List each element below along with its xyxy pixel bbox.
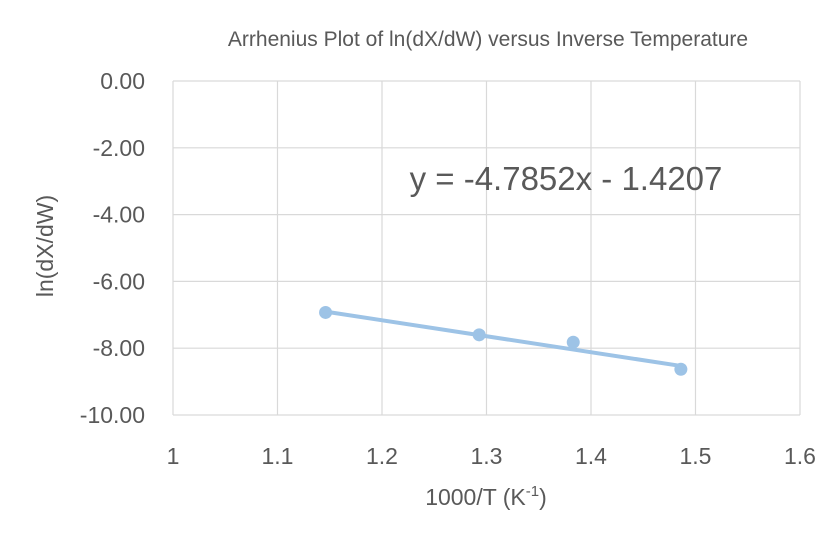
- x-tick-label: 1.3: [471, 443, 503, 469]
- x-tick-label: 1.1: [262, 443, 294, 469]
- data-point: [674, 362, 688, 376]
- data-point: [566, 335, 580, 349]
- x-tick-label: 1: [167, 443, 180, 469]
- x-tick-label: 1.5: [680, 443, 712, 469]
- x-axis-title-superscript: -1: [526, 483, 539, 500]
- trendline-layer: [323, 309, 683, 368]
- grid-layer: [172, 80, 801, 416]
- y-tick-label: -6.00: [93, 268, 145, 294]
- y-tick-label: -2.00: [93, 135, 145, 161]
- trendline-equation: y = -4.7852x - 1.4207: [410, 160, 723, 197]
- x-axis-title-suffix: ): [539, 484, 547, 510]
- x-axis-title: 1000/T (K-1): [425, 483, 547, 510]
- trendline: [323, 309, 683, 368]
- y-axis-title: ln(dX/dW): [32, 195, 58, 297]
- chart-title: Arrhenius Plot of ln(dX/dW) versus Inver…: [228, 28, 748, 51]
- data-point: [319, 305, 333, 319]
- y-tick-label: -4.00: [93, 202, 145, 228]
- x-axis-title-main: 1000/T (K: [425, 484, 526, 510]
- y-tick-label: -8.00: [93, 335, 145, 361]
- y-tick-label: -10.00: [80, 402, 145, 428]
- y-tick-label: 0.00: [100, 68, 145, 94]
- x-tick-label: 1.2: [366, 443, 398, 469]
- data-point: [472, 328, 486, 342]
- x-tick-label: 1.4: [575, 443, 607, 469]
- tick-label-layer: 0.00 -2.00 -4.00 -6.00 -8.00 -10.00 1 1.1 1.2 1.3…: [80, 68, 816, 469]
- data-point-layer: [319, 305, 688, 376]
- x-tick-label: 1.6: [784, 443, 816, 469]
